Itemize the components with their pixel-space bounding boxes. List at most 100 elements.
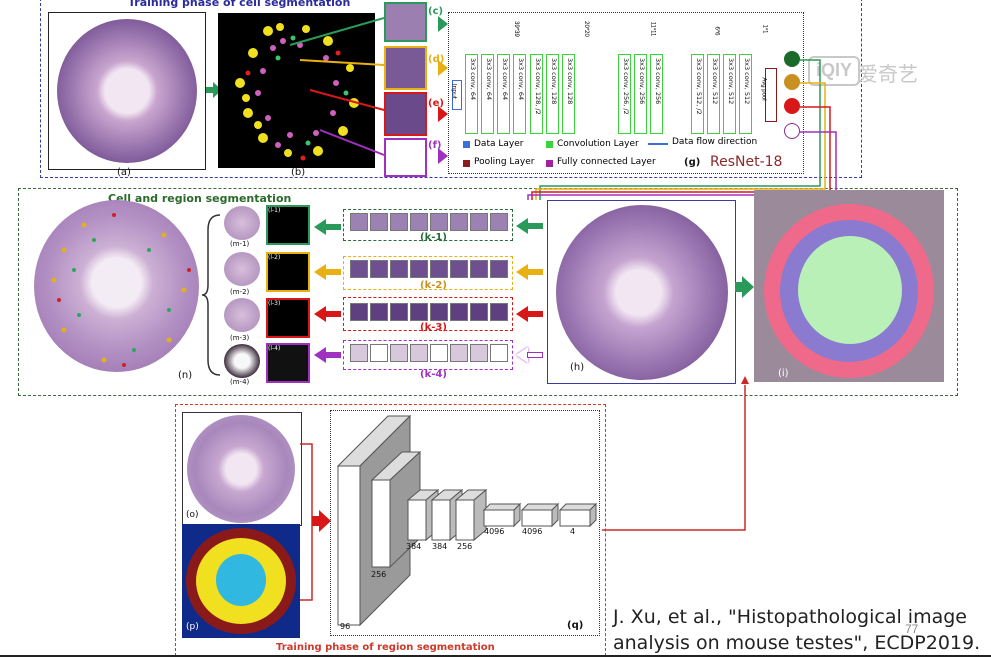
resnet-layer-5: 3x3 conv, 128, /2 xyxy=(530,54,543,134)
k3-patch xyxy=(390,303,408,321)
k4-patch xyxy=(390,344,408,362)
mask-inner xyxy=(216,554,266,606)
resnet-size-1: 20*20 xyxy=(582,21,589,37)
legend-pool-swatch xyxy=(463,160,470,167)
arrow-k4-l4 xyxy=(314,347,326,363)
fc-node-green xyxy=(784,51,800,67)
k1-patch xyxy=(470,213,488,231)
resnet-layer-7: 3x3 conv, 128 xyxy=(562,54,575,134)
arrow-c xyxy=(438,16,448,32)
panel-b-segmentation xyxy=(218,13,375,168)
arrow-h-to-i-shaft xyxy=(735,282,743,292)
tissue-image-h xyxy=(556,205,728,380)
label-n: (n) xyxy=(178,370,193,381)
arrow-a-to-b-head xyxy=(213,82,222,98)
legend-conv-swatch xyxy=(546,141,553,148)
arrow-a-to-b xyxy=(206,87,214,93)
k2-patch xyxy=(430,260,448,278)
k3-patch xyxy=(370,303,388,321)
label-m4: (m-4) xyxy=(230,378,250,386)
region-connector xyxy=(602,385,746,531)
panel-a-frame xyxy=(48,12,206,170)
k1-patch xyxy=(370,213,388,231)
resnet-input xyxy=(452,80,462,110)
k3-patch xyxy=(350,303,368,321)
arrow-f xyxy=(438,148,448,164)
label-m1: (m-1) xyxy=(230,240,250,248)
page-number: 77 xyxy=(905,622,919,636)
arrow-k3-l3 xyxy=(314,306,326,322)
m1-image xyxy=(224,206,260,240)
k2-patch xyxy=(470,260,488,278)
resnet-size-3: 6*6 xyxy=(713,26,720,36)
k4-patch xyxy=(370,344,388,362)
k2-patch xyxy=(370,260,388,278)
fc-node-red xyxy=(784,98,800,114)
watermark-text: 爱奇艺 xyxy=(858,62,918,86)
panel-i xyxy=(754,190,944,382)
fc-node-white xyxy=(784,123,800,139)
label-q: (q) xyxy=(567,620,584,631)
k3-patch xyxy=(430,303,448,321)
watermark-logo: iQIY xyxy=(808,56,860,86)
resnet-size-4: 1*1 xyxy=(761,24,768,34)
arrow-h-k2 xyxy=(516,264,528,280)
l3-box xyxy=(266,298,310,338)
label-l4: (l-4) xyxy=(268,345,281,352)
legend-fc-label: Fully connected Layer xyxy=(557,157,656,167)
label-a: (a) xyxy=(117,167,131,178)
cnn-size-384b: 384 xyxy=(432,542,448,551)
patch-e xyxy=(384,92,427,136)
legend-fc-swatch xyxy=(546,160,553,167)
resnet-layer-1: 3x3 conv, 64 xyxy=(465,54,478,134)
citation: J. Xu, et al., "Histopathological image … xyxy=(613,604,980,656)
panel-o-frame xyxy=(182,412,302,526)
resnet-layer-12: 3x3 conv, 512 xyxy=(707,54,720,134)
label-e: (e) xyxy=(428,98,444,109)
cnn-size-4096b: 4096 xyxy=(522,527,543,536)
arrow-k3-l3-shaft xyxy=(325,311,341,317)
cnn-size-256b: 256 xyxy=(457,542,473,551)
resnet-box xyxy=(448,12,804,174)
cell-seg-training-panel xyxy=(40,0,862,178)
b-to-patch-lines xyxy=(289,17,385,156)
label-h: (h) xyxy=(570,362,585,373)
m2-image xyxy=(224,252,260,286)
label-d: (d) xyxy=(428,54,445,65)
k3-row xyxy=(343,297,513,331)
resnet-input-label: Input xyxy=(450,83,458,100)
fc-node-yellow xyxy=(784,74,800,90)
legend-flow-arrow xyxy=(648,143,668,145)
label-k3: (k-3) xyxy=(420,322,447,333)
citation-line-2: analysis on mouse testes", ECDP2019. xyxy=(613,632,981,654)
label-k1: (k-1) xyxy=(420,232,447,243)
resnet-size-0: 39*39 xyxy=(512,21,519,37)
resnet-layer-8: 3x3 conv, 256, /2 xyxy=(618,54,631,134)
m3-image xyxy=(224,298,260,332)
k4-patch xyxy=(430,344,448,362)
cnn-diagram xyxy=(336,414,598,627)
arrow-k2-l2-shaft xyxy=(325,269,341,275)
arrow-h-k4-shaft xyxy=(527,352,543,358)
k1-patch xyxy=(490,213,508,231)
label-k2: (k-2) xyxy=(420,280,447,291)
cell-dots xyxy=(235,23,359,161)
k1-patch xyxy=(350,213,368,231)
k3-patch xyxy=(410,303,428,321)
arrow-h-k1-shaft xyxy=(527,223,543,229)
arrow-h-to-i xyxy=(742,276,754,298)
k4-patch xyxy=(410,344,428,362)
arrow-d xyxy=(438,60,448,76)
cnn-size-256a: 256 xyxy=(371,570,387,579)
legend-data-label: Data Layer xyxy=(474,139,524,149)
legend-data-swatch xyxy=(463,141,470,148)
k4-patch xyxy=(490,344,508,362)
label-l2: (l-2) xyxy=(268,254,281,261)
legend-conv-label: Convolution Layer xyxy=(557,139,639,149)
colored-cells xyxy=(51,213,191,367)
m4-image xyxy=(224,344,260,378)
k1-patch xyxy=(390,213,408,231)
panel-p xyxy=(182,524,300,638)
cnn-size-4: 4 xyxy=(570,527,576,536)
k2-patch xyxy=(490,260,508,278)
